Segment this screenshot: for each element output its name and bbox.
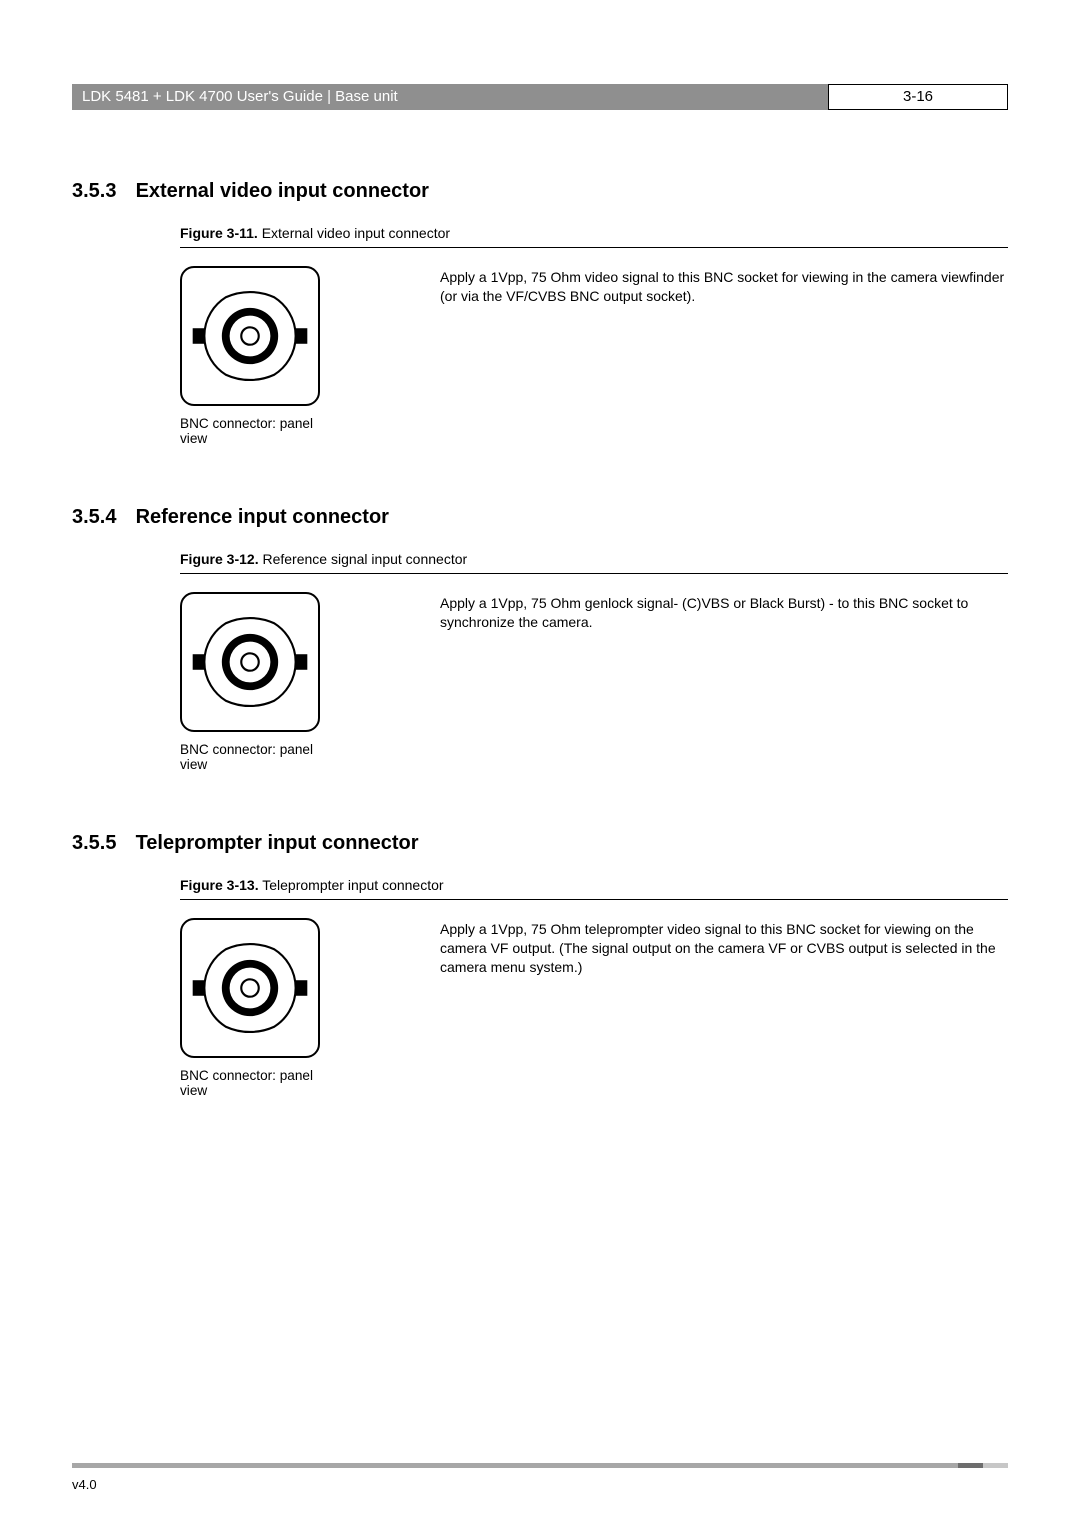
figure-body: BNC connector: panel view Apply a 1Vpp, … xyxy=(180,266,1008,446)
section-heading: 3.5.3 External video input connector xyxy=(72,180,1008,203)
figure-label: Figure 3-13. xyxy=(180,877,259,893)
section-description: Apply a 1Vpp, 75 Ohm teleprompter video … xyxy=(440,918,1008,977)
connector-caption: BNC connector: panel view xyxy=(180,416,340,446)
figure-body: BNC connector: panel view Apply a 1Vpp, … xyxy=(180,592,1008,772)
section-title: Teleprompter input connector xyxy=(136,832,419,854)
page: LDK 5481 + LDK 4700 User's Guide | Base … xyxy=(0,0,1080,1528)
section-teleprompter-input: 3.5.5 Teleprompter input connector Figur… xyxy=(72,832,1008,1098)
page-number: 3-16 xyxy=(903,88,933,105)
figure-title: Teleprompter input connector xyxy=(262,877,443,893)
section-number: 3.5.3 xyxy=(72,180,130,203)
connector-column: BNC connector: panel view xyxy=(180,266,340,446)
figure-title: Reference signal input connector xyxy=(262,551,467,567)
section-heading: 3.5.4 Reference input connector xyxy=(72,506,1008,529)
figure-label: Figure 3-11. xyxy=(180,225,258,241)
bnc-connector-icon xyxy=(180,918,320,1058)
figure-body: BNC connector: panel view Apply a 1Vpp, … xyxy=(180,918,1008,1098)
section-description: Apply a 1Vpp, 75 Ohm video signal to thi… xyxy=(440,266,1008,306)
bnc-connector-icon xyxy=(180,266,320,406)
version-label: v4.0 xyxy=(72,1477,97,1492)
section-title: Reference input connector xyxy=(136,506,389,528)
figure-caption: Figure 3-13. Teleprompter input connecto… xyxy=(180,877,1008,900)
header-title-bar: LDK 5481 + LDK 4700 User's Guide | Base … xyxy=(72,84,828,110)
footer-rule xyxy=(72,1463,1008,1468)
section-external-video-input: 3.5.3 External video input connector Fig… xyxy=(72,180,1008,446)
connector-column: BNC connector: panel view xyxy=(180,918,340,1098)
section-title: External video input connector xyxy=(136,180,429,202)
figure-title: External video input connector xyxy=(262,225,450,241)
figure-label: Figure 3-12. xyxy=(180,551,259,567)
footer-rule-seg xyxy=(958,1463,983,1468)
header-title: LDK 5481 + LDK 4700 User's Guide | Base … xyxy=(82,88,398,105)
footer-rule-seg xyxy=(72,1463,958,1468)
figure-caption: Figure 3-11. External video input connec… xyxy=(180,225,1008,248)
page-header: LDK 5481 + LDK 4700 User's Guide | Base … xyxy=(72,84,1008,110)
connector-column: BNC connector: panel view xyxy=(180,592,340,772)
bnc-connector-icon xyxy=(180,592,320,732)
section-number: 3.5.4 xyxy=(72,506,130,529)
section-heading: 3.5.5 Teleprompter input connector xyxy=(72,832,1008,855)
figure-caption: Figure 3-12. Reference signal input conn… xyxy=(180,551,1008,574)
section-number: 3.5.5 xyxy=(72,832,130,855)
footer-rule-seg xyxy=(983,1463,1008,1468)
section-description: Apply a 1Vpp, 75 Ohm genlock signal- (C)… xyxy=(440,592,1008,632)
connector-caption: BNC connector: panel view xyxy=(180,1068,340,1098)
connector-caption: BNC connector: panel view xyxy=(180,742,340,772)
page-number-box: 3-16 xyxy=(828,84,1008,110)
section-reference-input: 3.5.4 Reference input connector Figure 3… xyxy=(72,506,1008,772)
